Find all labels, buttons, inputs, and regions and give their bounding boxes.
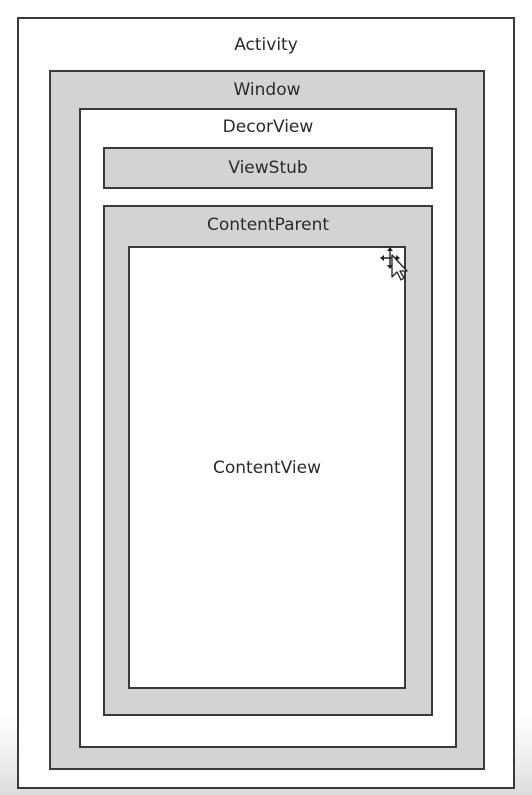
view-stub-box: ViewStub <box>103 147 433 189</box>
content-view-label: ContentView <box>213 458 321 478</box>
view-stub-label: ViewStub <box>228 158 308 178</box>
window-label: Window <box>233 80 301 100</box>
decor-view-label: DecorView <box>222 117 314 137</box>
activity-label: Activity <box>234 35 298 55</box>
content-parent-label: ContentParent <box>206 215 330 235</box>
content-view-box: ContentView <box>128 246 406 689</box>
move-cursor-icon <box>380 247 408 281</box>
